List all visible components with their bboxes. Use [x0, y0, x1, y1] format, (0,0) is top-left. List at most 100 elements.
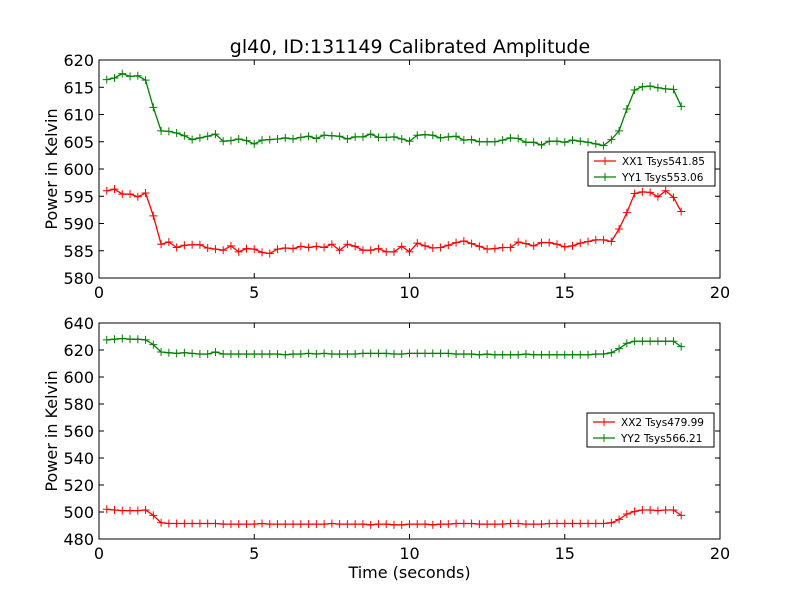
data-point — [615, 224, 624, 233]
y-tick-label: 590 — [63, 215, 94, 234]
data-point — [653, 192, 662, 201]
data-point — [242, 350, 251, 359]
data-point — [591, 235, 600, 244]
data-point — [102, 186, 111, 195]
data-point — [258, 136, 267, 145]
data-point — [289, 520, 298, 529]
data-point — [607, 237, 616, 246]
data-point — [405, 137, 414, 146]
y-tick-label: 610 — [63, 106, 94, 125]
x-tick-label: 15 — [555, 544, 575, 563]
data-point — [552, 519, 561, 528]
data-point — [211, 245, 220, 254]
y-tick-label: 580 — [63, 395, 94, 414]
data-point — [102, 75, 111, 84]
data-point — [428, 520, 437, 529]
data-point — [514, 350, 523, 359]
data-point — [164, 238, 173, 247]
data-point — [327, 240, 336, 249]
legend-box — [586, 412, 715, 448]
data-point — [164, 348, 173, 357]
data-point — [622, 208, 631, 217]
data-point — [312, 242, 321, 251]
bottom-panel: 0 5 10 15 20 480 500 520 540 560 580 600 620 640 Power… — [42, 314, 730, 582]
data-point — [335, 520, 344, 529]
data-point — [195, 133, 204, 142]
data-point — [661, 337, 670, 346]
data-point — [304, 243, 313, 252]
data-point — [203, 244, 212, 253]
data-point — [366, 246, 375, 255]
data-point — [669, 337, 678, 346]
data-point — [622, 105, 631, 114]
data-point — [343, 350, 352, 359]
data-point — [405, 349, 414, 358]
data-point — [630, 507, 639, 516]
data-point — [304, 520, 313, 529]
data-point — [351, 350, 360, 359]
x-tick-label: 20 — [710, 283, 730, 302]
data-point — [607, 348, 616, 357]
data-point — [490, 137, 499, 146]
data-point — [436, 133, 445, 142]
x-tick-label: 10 — [399, 544, 419, 563]
data-point — [529, 520, 538, 529]
data-point — [304, 349, 313, 358]
data-point — [149, 103, 158, 112]
data-point — [296, 133, 305, 142]
data-point — [483, 245, 492, 254]
data-point — [258, 519, 267, 528]
data-point — [149, 211, 158, 220]
data-point — [599, 141, 608, 150]
data-point — [498, 520, 507, 529]
data-point — [405, 247, 414, 256]
data-point — [281, 133, 290, 142]
data-point — [234, 350, 243, 359]
data-point — [358, 349, 367, 358]
data-point — [172, 349, 181, 358]
data-point — [646, 188, 655, 197]
data-point — [219, 137, 228, 146]
y-tick-label: 600 — [63, 160, 94, 179]
data-point — [110, 185, 119, 194]
y-tick-label: 480 — [63, 530, 94, 549]
data-point — [203, 350, 212, 359]
data-point — [250, 245, 259, 254]
data-point — [483, 520, 492, 529]
data-point — [358, 520, 367, 529]
data-point — [296, 242, 305, 251]
data-point — [296, 520, 305, 529]
y-tick-label: 500 — [63, 503, 94, 522]
data-point — [615, 344, 624, 353]
legend-label: YY2 Tsys566.21 — [620, 433, 702, 445]
data-point — [320, 520, 329, 529]
x-tick-label: 10 — [399, 283, 419, 302]
legend-label: XX2 Tsys479.99 — [621, 417, 704, 429]
data-point — [599, 350, 608, 359]
legend-label: XX1 Tsys541.85 — [622, 156, 705, 168]
data-point — [172, 243, 181, 252]
data-point — [498, 243, 507, 252]
data-point — [265, 135, 274, 144]
data-point — [413, 239, 422, 248]
data-point — [265, 350, 274, 359]
data-point — [646, 505, 655, 514]
data-point — [459, 350, 468, 359]
data-point — [568, 519, 577, 528]
data-point — [188, 240, 197, 249]
data-point — [110, 73, 119, 82]
data-point — [599, 235, 608, 244]
data-point — [374, 133, 383, 142]
data-point — [552, 240, 561, 249]
data-point — [584, 237, 593, 246]
data-point — [188, 349, 197, 358]
data-point — [669, 85, 678, 94]
y-axis-label: Power in Kelvin — [42, 108, 61, 229]
top-panel: 0 5 10 15 20 580 585 590 595 600 605 610 615 620 Power… — [42, 51, 730, 302]
data-point — [599, 519, 608, 528]
data-point — [343, 135, 352, 144]
data-point — [374, 244, 383, 253]
data-point — [428, 244, 437, 253]
data-point — [677, 207, 686, 216]
